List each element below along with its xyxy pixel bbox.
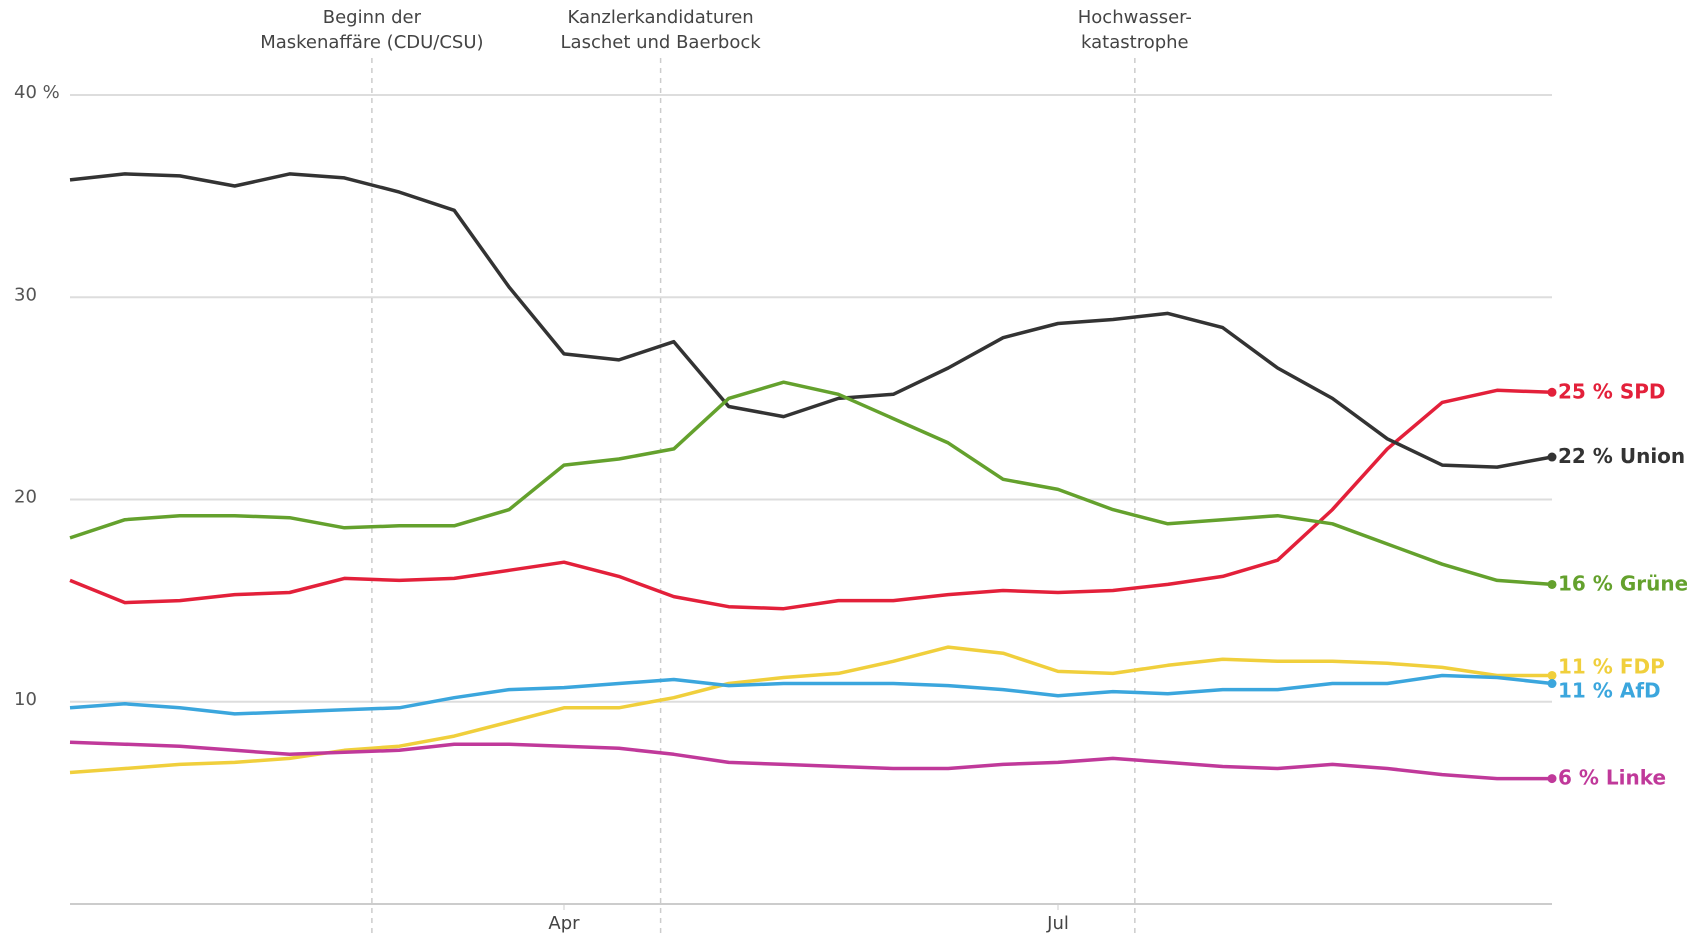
end-value: 11 % [1558,678,1613,702]
end-dot [1547,670,1557,680]
annotation-text: Beginn der [323,7,422,28]
end-dot [1547,679,1557,689]
annotation-text: Laschet und Baerbock [561,32,762,53]
series-line [69,673,1553,716]
annotation-text: katastrophe [1081,32,1189,53]
end-dot [1547,579,1557,589]
series-name: Linke [1606,765,1666,789]
end-value: 11 % [1558,654,1613,678]
annotation-text: Hochwasser- [1078,7,1192,28]
end-dot [1547,452,1557,462]
x-tick-label: Jul [1046,913,1069,933]
y-tick-label: 10 [14,689,37,710]
end-label: 16 % Grüne [1558,571,1687,595]
annotation-text: Kanzlerkandidaturen [567,7,753,28]
series-name: AfD [1620,678,1661,702]
end-label: 11 % AfD [1558,678,1661,702]
y-tick-label: 20 [14,487,37,508]
end-label: 25 % SPD [1558,379,1666,403]
series-name: Union [1620,444,1685,468]
annotation-text: Maskenaffäre (CDU/CSU) [260,32,483,53]
series-name: SPD [1620,379,1666,403]
y-tick-label: 40 % [14,82,60,103]
end-value: 22 % [1558,444,1613,468]
series-line [69,388,1553,611]
end-label: 11 % FDP [1558,654,1665,678]
end-label: 6 % Linke [1558,765,1666,789]
end-value: 6 % [1558,765,1599,789]
end-value: 16 % [1558,571,1613,595]
series-name: FDP [1620,654,1665,678]
series-line [69,380,1553,587]
end-label: 22 % Union [1558,444,1685,468]
end-dot [1547,387,1557,397]
x-tick-label: Apr [548,913,580,933]
end-dot [1547,774,1557,784]
y-tick-label: 30 [14,284,37,305]
end-value: 25 % [1558,379,1613,403]
series-name: Grüne [1620,571,1687,595]
series-line [69,172,1553,469]
series-line [69,740,1552,781]
